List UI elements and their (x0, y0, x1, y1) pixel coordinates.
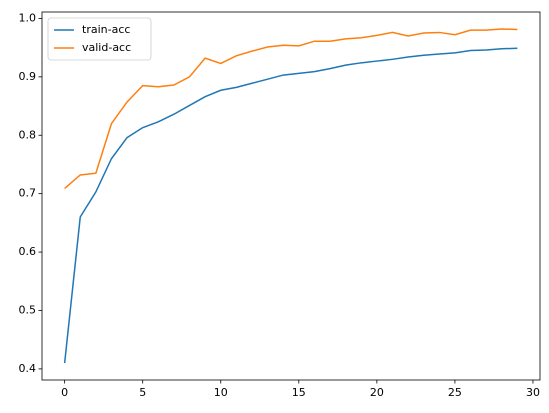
series-line (63, 47, 518, 364)
y-tick-label: 0.6 (19, 245, 37, 258)
y-tick-label: 1.0 (19, 11, 37, 24)
y-tick-label: 0.5 (19, 303, 37, 316)
y-tick-label: 0.4 (19, 362, 37, 375)
y-tick-label: 0.7 (19, 187, 37, 200)
x-tick-label: 20 (370, 386, 384, 399)
legend-box (47, 17, 152, 61)
x-tick-label: 5 (139, 386, 146, 399)
x-tick-label: 15 (292, 386, 306, 399)
x-tick-label: 10 (214, 386, 228, 399)
y-tick-label: 0.8 (19, 128, 37, 141)
x-tick-label: 25 (448, 386, 462, 399)
plot-area (41, 11, 541, 381)
y-tick-label: 0.9 (19, 70, 37, 83)
x-tick-label: 0 (61, 386, 68, 399)
series-line (64, 28, 518, 189)
legend-label: train-acc (82, 23, 130, 36)
legend-label: valid-acc (82, 41, 131, 54)
x-tick-label: 30 (526, 386, 540, 399)
